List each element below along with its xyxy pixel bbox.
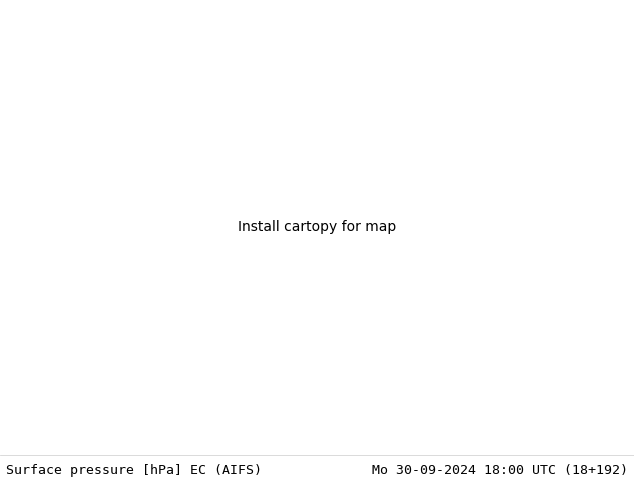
Text: Surface pressure [hPa] EC (AIFS): Surface pressure [hPa] EC (AIFS) — [6, 465, 262, 477]
Text: Mo 30-09-2024 18:00 UTC (18+192): Mo 30-09-2024 18:00 UTC (18+192) — [372, 465, 628, 477]
Text: Install cartopy for map: Install cartopy for map — [238, 220, 396, 234]
